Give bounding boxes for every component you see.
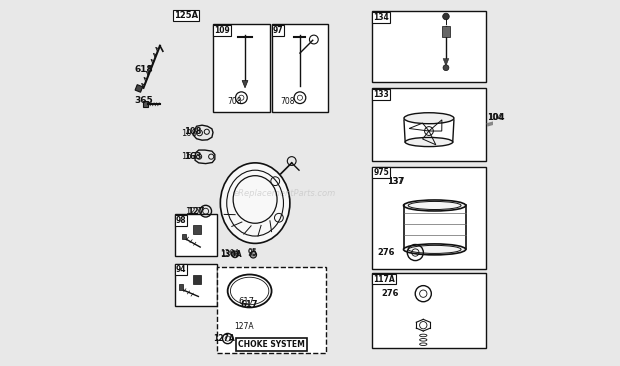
Text: 125A: 125A	[174, 11, 198, 20]
Bar	[193, 225, 201, 234]
Text: 127: 127	[185, 207, 201, 216]
Bar	[173, 9, 368, 359]
Bar	[370, 9, 489, 359]
Bar	[372, 11, 485, 82]
Text: 104: 104	[487, 113, 505, 122]
Bar	[272, 24, 329, 112]
Text: 97: 97	[273, 26, 283, 35]
Text: 109: 109	[214, 26, 230, 35]
Bar	[135, 85, 143, 92]
Bar	[175, 214, 216, 256]
Bar	[372, 273, 485, 348]
Circle shape	[232, 251, 238, 258]
Text: 163: 163	[184, 152, 202, 161]
Polygon shape	[242, 81, 248, 88]
Text: 276: 276	[381, 289, 399, 298]
Ellipse shape	[404, 113, 454, 124]
Text: 975: 975	[373, 168, 389, 178]
Bar	[372, 88, 485, 161]
Bar	[193, 274, 201, 284]
Text: 134: 134	[373, 13, 389, 22]
Text: 108: 108	[181, 129, 197, 138]
Text: 108: 108	[184, 127, 201, 136]
Circle shape	[250, 251, 257, 258]
Text: 127: 127	[187, 207, 205, 216]
Bar	[216, 267, 327, 353]
Text: 127A: 127A	[234, 322, 254, 331]
Text: 137: 137	[387, 177, 403, 186]
Text: 365: 365	[135, 96, 153, 105]
Text: 708: 708	[228, 97, 242, 106]
Bar	[182, 234, 185, 239]
Text: eReplacementParts.com: eReplacementParts.com	[233, 190, 335, 198]
Text: 130A: 130A	[220, 249, 240, 258]
Text: 104: 104	[487, 113, 503, 122]
Text: 708: 708	[281, 97, 295, 106]
Text: 163: 163	[181, 152, 197, 161]
Circle shape	[443, 13, 450, 20]
Text: 95: 95	[248, 249, 257, 258]
Bar	[442, 26, 450, 37]
Text: 95: 95	[248, 249, 257, 257]
Text: 617: 617	[239, 298, 255, 306]
Bar	[175, 264, 216, 306]
Ellipse shape	[220, 163, 290, 243]
Text: 98: 98	[175, 216, 186, 225]
Text: 133: 133	[373, 90, 389, 99]
Text: 94: 94	[175, 265, 186, 274]
Text: 618: 618	[135, 65, 153, 74]
Bar	[179, 284, 183, 290]
Text: 127A: 127A	[213, 334, 235, 343]
Polygon shape	[443, 59, 449, 66]
Text: 137: 137	[387, 177, 404, 186]
Text: 276: 276	[378, 248, 395, 257]
Text: 617: 617	[241, 300, 258, 309]
Text: 130A: 130A	[220, 250, 242, 259]
Text: 117A: 117A	[373, 274, 395, 284]
Ellipse shape	[405, 138, 453, 146]
Circle shape	[443, 65, 449, 71]
Ellipse shape	[404, 244, 466, 255]
Ellipse shape	[404, 200, 466, 211]
Bar	[372, 167, 485, 269]
Bar	[213, 24, 270, 112]
Bar	[143, 101, 148, 107]
Text: CHOKE SYSTEM: CHOKE SYSTEM	[238, 340, 305, 349]
